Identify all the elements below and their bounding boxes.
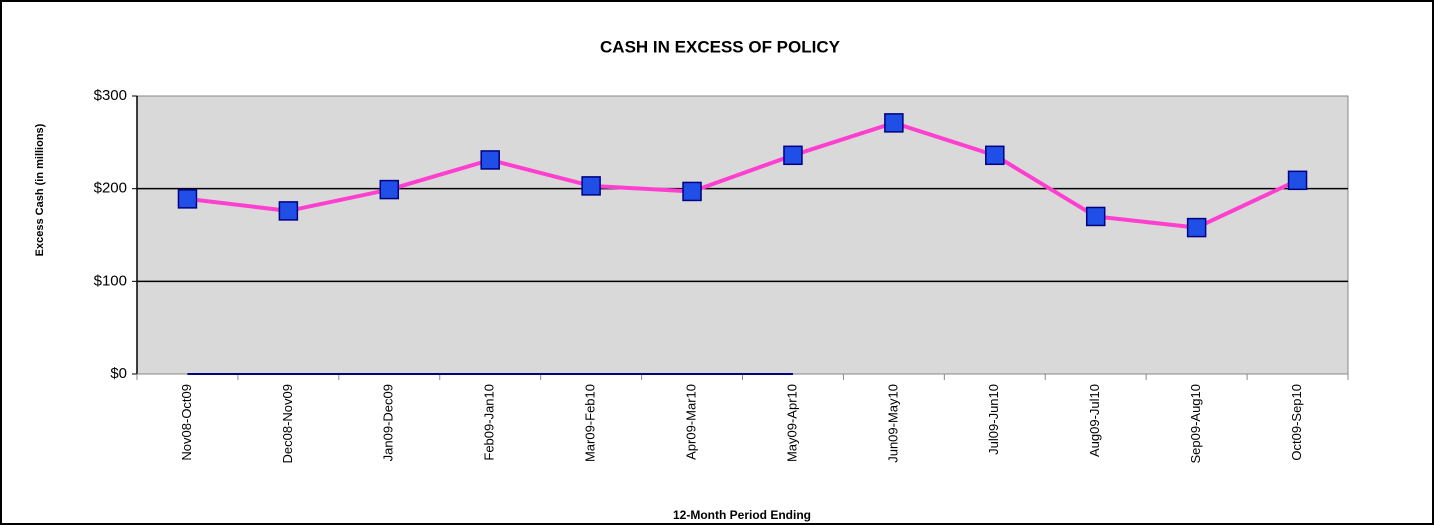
data-point — [1085, 206, 1106, 227]
x-tick-label: Jun09-May10 — [885, 384, 900, 463]
data-point — [379, 179, 400, 200]
data-point — [682, 181, 702, 202]
x-axis-label: 12-Month Period Ending — [673, 508, 811, 522]
y-axis-label: Excess Cash (in millions) — [34, 123, 46, 256]
x-tick-label: Dec08-Nov09 — [280, 384, 295, 464]
x-tick-label: Apr09-Mar10 — [683, 384, 698, 460]
data-point — [278, 201, 299, 221]
data-point — [1287, 170, 1308, 191]
y-tick-label: $100 — [94, 272, 127, 289]
data-point — [884, 113, 904, 133]
data-point — [581, 176, 601, 196]
plot-area — [136, 95, 1349, 375]
y-tick-label: $300 — [94, 87, 127, 104]
x-tick-label: Jan09-Dec09 — [381, 384, 396, 461]
data-point — [783, 145, 803, 166]
x-tick-label: May09-Apr10 — [784, 384, 799, 462]
y-tick-label: $0 — [110, 365, 127, 382]
x-tick-label: Jul09-Jun10 — [986, 384, 1001, 455]
x-tick-label: Aug09-Jul10 — [1087, 384, 1102, 457]
data-point — [1186, 217, 1207, 238]
x-tick-label: Oct09-Sep10 — [1289, 384, 1304, 461]
data-point — [985, 145, 1005, 166]
y-tick-label: $200 — [94, 180, 127, 197]
x-tick-label: Nov08-Oct09 — [179, 384, 194, 461]
x-tick-label: Mar09-Feb10 — [583, 384, 598, 462]
x-tick-label: Sep09-Aug10 — [1188, 384, 1203, 464]
series-line — [187, 120, 1299, 230]
x-tick-label: Feb09-Jan10 — [482, 384, 497, 461]
data-point — [177, 189, 198, 209]
chart-title: CASH IN EXCESS OF POLICY — [600, 37, 841, 56]
data-point — [480, 150, 500, 170]
